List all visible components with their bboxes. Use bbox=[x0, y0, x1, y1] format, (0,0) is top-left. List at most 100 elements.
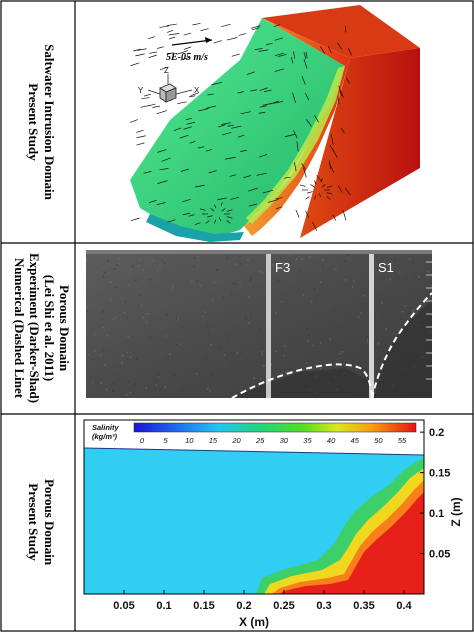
photo-grain bbox=[277, 279, 279, 282]
photo-grain bbox=[347, 254, 349, 256]
photo-grain bbox=[363, 361, 365, 363]
colorbar-tick-label: 35 bbox=[303, 436, 312, 445]
velocity-arrow bbox=[248, 187, 258, 192]
velocity-arrow bbox=[268, 199, 279, 203]
colorbar-tick-label: 45 bbox=[351, 436, 360, 445]
velocity-arrow bbox=[240, 150, 247, 152]
velocity-arrow bbox=[238, 33, 246, 36]
photo-grain bbox=[123, 312, 126, 314]
photo-grain bbox=[181, 326, 183, 329]
salinity-plot bbox=[82, 419, 430, 596]
photo-grain bbox=[228, 360, 231, 362]
photo-grain bbox=[233, 282, 236, 285]
photo-grain bbox=[156, 373, 159, 375]
photo-grain bbox=[313, 288, 316, 290]
axis-triad bbox=[147, 74, 193, 103]
photo-grain bbox=[218, 347, 220, 349]
velocity-arrow bbox=[240, 111, 251, 115]
velocity-arrow bbox=[246, 71, 255, 75]
photo-grain bbox=[381, 313, 384, 315]
photo-grain bbox=[164, 357, 167, 360]
velocity-arrow bbox=[189, 141, 196, 144]
photo-grain bbox=[283, 354, 285, 357]
velocity-arrow bbox=[129, 119, 138, 123]
velocity-arrow bbox=[326, 192, 333, 195]
photo-grain bbox=[107, 259, 110, 262]
velocity-arrow bbox=[194, 184, 205, 188]
photo-grain bbox=[303, 353, 306, 355]
velocity-arrow bbox=[305, 51, 308, 59]
velocity-arrow bbox=[314, 195, 317, 200]
mixing-band bbox=[246, 66, 345, 224]
velocity-arrow bbox=[293, 51, 295, 59]
photo-grain bbox=[400, 318, 402, 320]
velocity-arrow bbox=[136, 142, 145, 146]
velocity-scale: 5E-05 m/s bbox=[166, 37, 213, 63]
photo-grain bbox=[322, 264, 324, 267]
photo-grain bbox=[118, 257, 121, 260]
photo-grain bbox=[249, 279, 251, 282]
photo-grain bbox=[227, 337, 229, 340]
photo-grain bbox=[211, 372, 213, 375]
velocity-arrow bbox=[301, 163, 306, 170]
photo-grain bbox=[389, 278, 391, 281]
velocity-arrow bbox=[293, 130, 298, 139]
photo-grain bbox=[157, 376, 160, 379]
velocity-arrow bbox=[136, 48, 147, 51]
velocity-arrow bbox=[266, 42, 273, 46]
photo-grain bbox=[94, 349, 96, 352]
photo-grain bbox=[353, 280, 355, 282]
colorbar-tick-label: 30 bbox=[280, 436, 289, 445]
velocity-arrow bbox=[130, 217, 140, 222]
colorbar-tick-label: 15 bbox=[209, 436, 218, 445]
colorbar-tick-label: 50 bbox=[374, 436, 383, 445]
photo-grain bbox=[145, 313, 147, 315]
velocity-arrow bbox=[183, 32, 192, 36]
photo-grain bbox=[259, 377, 262, 379]
velocity-arrow bbox=[284, 134, 295, 138]
velocity-arrow bbox=[218, 124, 226, 128]
photo-grain bbox=[235, 263, 237, 266]
photo-grain bbox=[102, 275, 105, 278]
colorbar-tick-label: 5 bbox=[164, 436, 169, 445]
photo-grain bbox=[359, 325, 362, 327]
photo-grain bbox=[388, 295, 390, 297]
photo-grain bbox=[136, 358, 138, 360]
velocity-arrow bbox=[166, 23, 177, 26]
photo-grain bbox=[121, 362, 123, 364]
photo-grain bbox=[177, 317, 179, 319]
velocity-arrow bbox=[141, 97, 150, 100]
photo-grain bbox=[100, 354, 102, 356]
velocity-arrow bbox=[205, 220, 210, 224]
velocity-arrow bbox=[227, 124, 234, 127]
photo-grain bbox=[139, 294, 142, 296]
photo-grain bbox=[299, 269, 301, 272]
colorbar-tick-label: 20 bbox=[231, 436, 241, 445]
photo-grain bbox=[125, 393, 128, 396]
velocity-arrow bbox=[226, 37, 238, 41]
velocity-arrow bbox=[207, 93, 214, 96]
photo-grain bbox=[86, 259, 88, 261]
velocity-arrow bbox=[130, 62, 140, 67]
photo-grain bbox=[250, 277, 252, 280]
velocity-arrow bbox=[157, 149, 167, 153]
photo-grain bbox=[191, 280, 193, 283]
velocity-arrow bbox=[166, 29, 174, 33]
z-tick-label: 0.1 bbox=[429, 508, 444, 520]
velocity-arrow bbox=[200, 28, 209, 32]
photo-grain bbox=[307, 340, 309, 342]
photo-grain bbox=[366, 339, 369, 341]
photo-grain bbox=[199, 284, 202, 287]
velocity-arrow bbox=[243, 175, 251, 179]
middle-label-line-3: Experiment (Darker-Shad) bbox=[27, 253, 42, 403]
velocity-arrow bbox=[168, 33, 180, 36]
velocity-arrow bbox=[342, 210, 347, 221]
photo-grain bbox=[259, 375, 262, 378]
velocity-scale-label: 5E-05 m/s bbox=[166, 52, 208, 63]
photo-grain bbox=[343, 324, 345, 326]
photo-grain bbox=[361, 303, 363, 305]
photo-grain bbox=[171, 289, 174, 291]
label-bottom-panel: Porous Domain Present Study bbox=[26, 479, 57, 566]
velocity-arrow bbox=[319, 193, 321, 198]
z-axis-ticks: 0.2 0.15 0.1 0.05 bbox=[420, 427, 450, 561]
